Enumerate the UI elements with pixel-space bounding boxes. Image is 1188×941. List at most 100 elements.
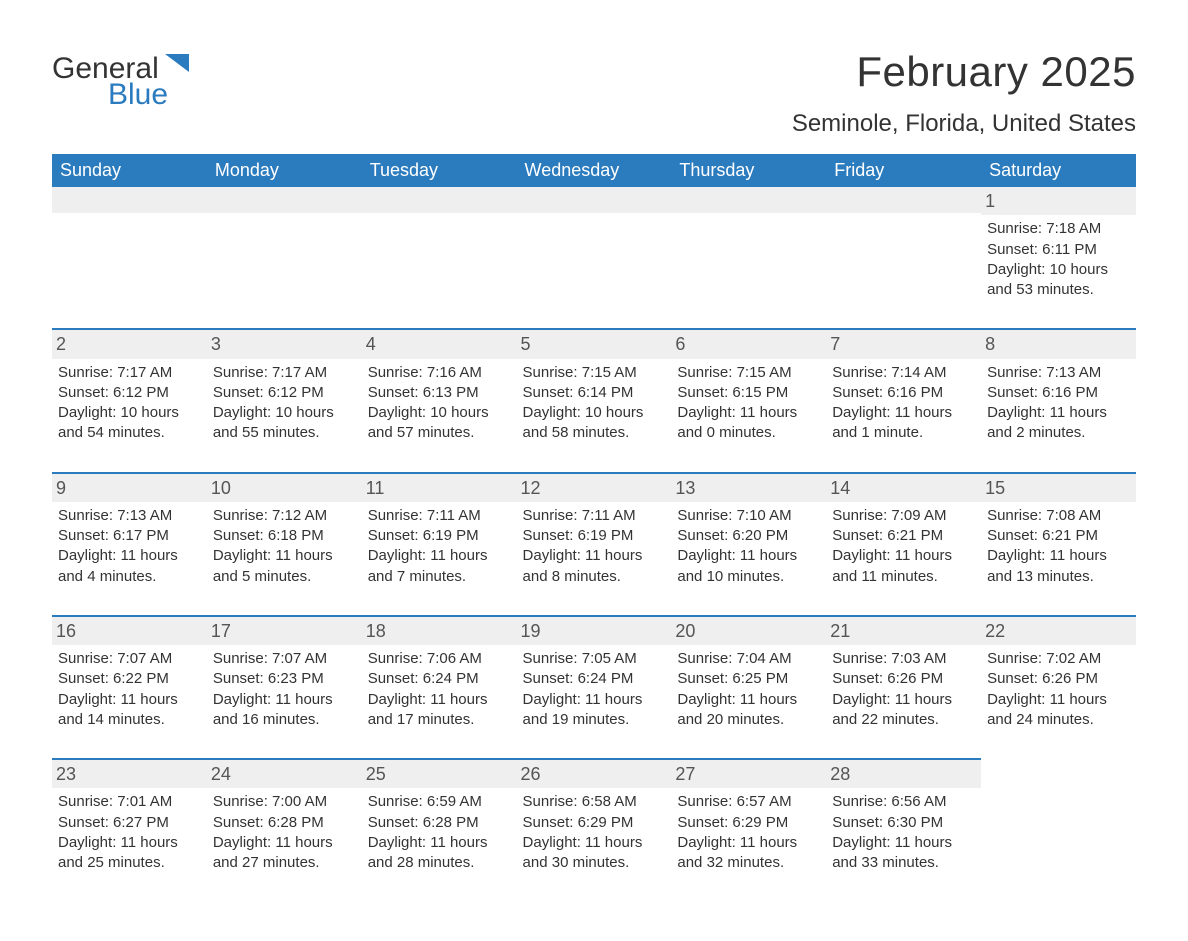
daynum-strip: 11 xyxy=(362,472,517,502)
daynum-strip: 23 xyxy=(52,758,207,788)
daylight-line: Daylight: 11 hours and 10 minutes. xyxy=(677,546,820,587)
empty-daynum-strip xyxy=(52,187,207,213)
sunrise-line: Sunrise: 7:01 AM xyxy=(58,792,201,812)
sunrise-line: Sunrise: 7:07 AM xyxy=(213,649,356,669)
daylight-line: Daylight: 11 hours and 5 minutes. xyxy=(213,546,356,587)
day-cell: 11 Sunrise: 7:11 AMSunset: 6:19 PMDayligh… xyxy=(362,472,517,615)
dow-header: Thursday xyxy=(671,154,826,187)
daynum-strip: 24 xyxy=(207,758,362,788)
daynum-strip: 2 xyxy=(52,328,207,358)
daylight-line: Daylight: 11 hours and 17 minutes. xyxy=(368,690,511,731)
sunset-line: Sunset: 6:28 PM xyxy=(213,813,356,833)
sunset-line: Sunset: 6:22 PM xyxy=(58,669,201,689)
daynum-strip: 9 xyxy=(52,472,207,502)
day-cell: 18 Sunrise: 7:06 AMSunset: 6:24 PMDayligh… xyxy=(362,615,517,758)
location: Seminole, Florida, United States xyxy=(792,110,1136,138)
day-info: Sunrise: 7:11 AMSunset: 6:19 PMDaylight:… xyxy=(368,506,511,587)
sunrise-line: Sunrise: 7:15 AM xyxy=(523,363,666,383)
sail-icon xyxy=(165,54,195,81)
daylight-line: Daylight: 11 hours and 28 minutes. xyxy=(368,833,511,874)
daylight-line: Daylight: 10 hours and 55 minutes. xyxy=(213,403,356,444)
sunset-line: Sunset: 6:17 PM xyxy=(58,526,201,546)
sunset-line: Sunset: 6:23 PM xyxy=(213,669,356,689)
daylight-line: Daylight: 11 hours and 13 minutes. xyxy=(987,546,1130,587)
sunrise-line: Sunrise: 7:08 AM xyxy=(987,506,1130,526)
day-cell xyxy=(517,187,672,328)
sunset-line: Sunset: 6:19 PM xyxy=(368,526,511,546)
sunset-line: Sunset: 6:21 PM xyxy=(832,526,975,546)
day-cell xyxy=(981,758,1136,901)
dow-header: Saturday xyxy=(981,154,1136,187)
day-cell: 14Sunrise: 7:09 AMSunset: 6:21 PMDayligh… xyxy=(826,472,981,615)
day-info: Sunrise: 7:15 AMSunset: 6:14 PMDaylight:… xyxy=(523,363,666,444)
day-info: Sunrise: 7:11 AMSunset: 6:19 PMDaylight:… xyxy=(523,506,666,587)
sunrise-line: Sunrise: 7:18 AM xyxy=(987,219,1130,239)
daylight-line: Daylight: 11 hours and 33 minutes. xyxy=(832,833,975,874)
sunrise-line: Sunrise: 7:04 AM xyxy=(677,649,820,669)
day-info: Sunrise: 7:18 AMSunset: 6:11 PMDaylight:… xyxy=(987,219,1130,300)
day-cell: 8Sunrise: 7:13 AMSunset: 6:16 PMDaylight… xyxy=(981,328,1136,471)
daylight-line: Daylight: 11 hours and 27 minutes. xyxy=(213,833,356,874)
daynum-strip: 7 xyxy=(826,328,981,358)
sunset-line: Sunset: 6:26 PM xyxy=(987,669,1130,689)
daylight-line: Daylight: 11 hours and 24 minutes. xyxy=(987,690,1130,731)
day-cell: 26Sunrise: 6:58 AMSunset: 6:29 PMDayligh… xyxy=(517,758,672,901)
day-cell: 10Sunrise: 7:12 AMSunset: 6:18 PMDayligh… xyxy=(207,472,362,615)
daylight-line: Daylight: 11 hours and 14 minutes. xyxy=(58,690,201,731)
daylight-line: Daylight: 11 hours and 11 minutes. xyxy=(832,546,975,587)
day-cell: 5Sunrise: 7:15 AMSunset: 6:14 PMDaylight… xyxy=(517,328,672,471)
sunrise-line: Sunrise: 6:58 AM xyxy=(523,792,666,812)
day-info: Sunrise: 7:14 AMSunset: 6:16 PMDaylight:… xyxy=(832,363,975,444)
dow-header: Wednesday xyxy=(517,154,672,187)
sunset-line: Sunset: 6:16 PM xyxy=(832,383,975,403)
daylight-line: Daylight: 11 hours and 30 minutes. xyxy=(523,833,666,874)
day-cell xyxy=(826,187,981,328)
day-cell: 24 Sunrise: 7:00 AMSunset: 6:28 PMDayligh… xyxy=(207,758,362,901)
daylight-line: Daylight: 10 hours and 53 minutes. xyxy=(987,260,1130,301)
day-cell: 23Sunrise: 7:01 AMSunset: 6:27 PMDayligh… xyxy=(52,758,207,901)
daynum-strip: 4 xyxy=(362,328,517,358)
empty-daynum-strip xyxy=(362,187,517,213)
month-title: February 2025 xyxy=(792,48,1136,96)
day-info: Sunrise: 6:58 AMSunset: 6:29 PMDaylight:… xyxy=(523,792,666,873)
daylight-line: Daylight: 10 hours and 54 minutes. xyxy=(58,403,201,444)
daylight-line: Daylight: 11 hours and 32 minutes. xyxy=(677,833,820,874)
sunset-line: Sunset: 6:12 PM xyxy=(213,383,356,403)
sunrise-line: Sunrise: 7:11 AM xyxy=(368,506,511,526)
sunset-line: Sunset: 6:24 PM xyxy=(368,669,511,689)
sunrise-line: Sunrise: 7:09 AM xyxy=(832,506,975,526)
sunset-line: Sunset: 6:18 PM xyxy=(213,526,356,546)
day-cell xyxy=(362,187,517,328)
day-cell: 15Sunrise: 7:08 AMSunset: 6:21 PMDayligh… xyxy=(981,472,1136,615)
day-info: Sunrise: 7:09 AMSunset: 6:21 PMDaylight:… xyxy=(832,506,975,587)
day-info: Sunrise: 7:17 AMSunset: 6:12 PMDaylight:… xyxy=(58,363,201,444)
logo: General Blue xyxy=(52,48,195,110)
daynum-strip: 17 xyxy=(207,615,362,645)
daynum-strip: 16 xyxy=(52,615,207,645)
day-info: Sunrise: 7:05 AMSunset: 6:24 PMDaylight:… xyxy=(523,649,666,730)
sunrise-line: Sunrise: 7:17 AM xyxy=(58,363,201,383)
sunrise-line: Sunrise: 7:06 AM xyxy=(368,649,511,669)
dow-header: Tuesday xyxy=(362,154,517,187)
day-cell: 16Sunrise: 7:07 AMSunset: 6:22 PMDayligh… xyxy=(52,615,207,758)
sunrise-line: Sunrise: 6:59 AM xyxy=(368,792,511,812)
daynum-strip: 18 xyxy=(362,615,517,645)
sunrise-line: Sunrise: 7:13 AM xyxy=(58,506,201,526)
daylight-line: Daylight: 11 hours and 16 minutes. xyxy=(213,690,356,731)
day-info: Sunrise: 7:02 AMSunset: 6:26 PMDaylight:… xyxy=(987,649,1130,730)
daynum-strip: 1 xyxy=(981,187,1136,215)
daynum-strip: 27 xyxy=(671,758,826,788)
day-cell: 6Sunrise: 7:15 AMSunset: 6:15 PMDaylight… xyxy=(671,328,826,471)
day-info: Sunrise: 7:00 AMSunset: 6:28 PMDaylight:… xyxy=(213,792,356,873)
day-info: Sunrise: 7:13 AMSunset: 6:16 PMDaylight:… xyxy=(987,363,1130,444)
sunset-line: Sunset: 6:21 PM xyxy=(987,526,1130,546)
sunset-line: Sunset: 6:11 PM xyxy=(987,240,1130,260)
sunrise-line: Sunrise: 7:17 AM xyxy=(213,363,356,383)
day-info: Sunrise: 6:57 AMSunset: 6:29 PMDaylight:… xyxy=(677,792,820,873)
week-row: 2Sunrise: 7:17 AMSunset: 6:12 PMDaylight… xyxy=(52,328,1136,471)
daylight-line: Daylight: 11 hours and 4 minutes. xyxy=(58,546,201,587)
week-row: 1 Sunrise: 7:18 AMSunset: 6:11 PMDaylight… xyxy=(52,187,1136,328)
day-info: Sunrise: 6:56 AMSunset: 6:30 PMDaylight:… xyxy=(832,792,975,873)
sunset-line: Sunset: 6:27 PM xyxy=(58,813,201,833)
empty-daynum-strip xyxy=(826,187,981,213)
